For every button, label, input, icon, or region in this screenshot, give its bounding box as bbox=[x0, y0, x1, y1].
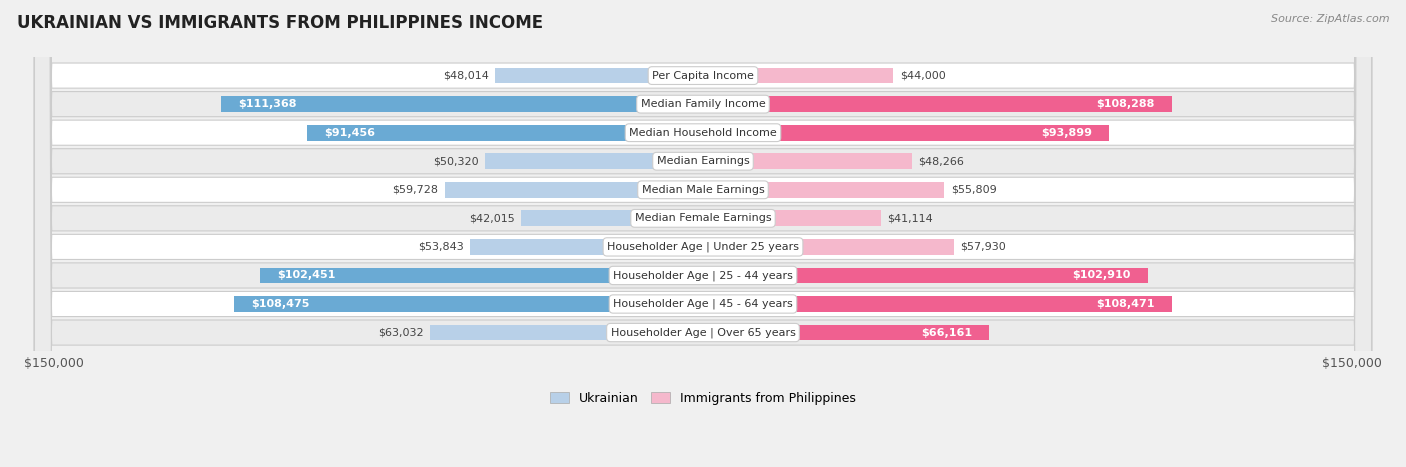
Text: $41,114: $41,114 bbox=[887, 213, 934, 223]
Text: $57,930: $57,930 bbox=[960, 242, 1005, 252]
Text: Median Earnings: Median Earnings bbox=[657, 156, 749, 166]
Text: Householder Age | 45 - 64 years: Householder Age | 45 - 64 years bbox=[613, 299, 793, 309]
Text: $108,288: $108,288 bbox=[1095, 99, 1154, 109]
Text: UKRAINIAN VS IMMIGRANTS FROM PHILIPPINES INCOME: UKRAINIAN VS IMMIGRANTS FROM PHILIPPINES… bbox=[17, 14, 543, 32]
Text: $102,451: $102,451 bbox=[277, 270, 336, 281]
Text: $93,899: $93,899 bbox=[1040, 127, 1092, 138]
Text: $66,161: $66,161 bbox=[921, 327, 972, 338]
Text: Median Family Income: Median Family Income bbox=[641, 99, 765, 109]
Text: $44,000: $44,000 bbox=[900, 71, 946, 81]
Text: Source: ZipAtlas.com: Source: ZipAtlas.com bbox=[1271, 14, 1389, 24]
Text: Median Household Income: Median Household Income bbox=[628, 127, 778, 138]
Bar bbox=[703, 68, 893, 84]
Text: $59,728: $59,728 bbox=[392, 185, 439, 195]
Text: $53,843: $53,843 bbox=[418, 242, 464, 252]
Text: Householder Age | Under 25 years: Householder Age | Under 25 years bbox=[607, 241, 799, 252]
Bar bbox=[522, 211, 703, 226]
FancyBboxPatch shape bbox=[35, 0, 1371, 467]
Bar bbox=[485, 153, 703, 169]
Bar bbox=[470, 239, 703, 255]
Text: Median Male Earnings: Median Male Earnings bbox=[641, 185, 765, 195]
Text: Median Female Earnings: Median Female Earnings bbox=[634, 213, 772, 223]
Text: $108,471: $108,471 bbox=[1097, 299, 1156, 309]
Text: $111,368: $111,368 bbox=[239, 99, 297, 109]
Bar bbox=[221, 96, 703, 112]
Bar bbox=[703, 268, 1149, 283]
Text: $48,014: $48,014 bbox=[443, 71, 489, 81]
Text: $50,320: $50,320 bbox=[433, 156, 479, 166]
FancyBboxPatch shape bbox=[35, 0, 1371, 467]
Bar bbox=[495, 68, 703, 84]
Text: $102,910: $102,910 bbox=[1073, 270, 1130, 281]
Bar bbox=[703, 325, 990, 340]
FancyBboxPatch shape bbox=[35, 0, 1371, 467]
Text: Per Capita Income: Per Capita Income bbox=[652, 71, 754, 81]
Bar bbox=[703, 211, 882, 226]
Text: $42,015: $42,015 bbox=[470, 213, 515, 223]
Bar bbox=[308, 125, 703, 141]
FancyBboxPatch shape bbox=[35, 0, 1371, 467]
Text: $63,032: $63,032 bbox=[378, 327, 423, 338]
Legend: Ukrainian, Immigrants from Philippines: Ukrainian, Immigrants from Philippines bbox=[546, 387, 860, 410]
FancyBboxPatch shape bbox=[35, 0, 1371, 467]
Bar bbox=[703, 296, 1173, 312]
Bar bbox=[430, 325, 703, 340]
Bar bbox=[703, 153, 912, 169]
FancyBboxPatch shape bbox=[35, 0, 1371, 467]
FancyBboxPatch shape bbox=[35, 0, 1371, 467]
Text: $91,456: $91,456 bbox=[325, 127, 375, 138]
Bar bbox=[260, 268, 703, 283]
Bar bbox=[703, 96, 1171, 112]
Text: Householder Age | Over 65 years: Householder Age | Over 65 years bbox=[610, 327, 796, 338]
FancyBboxPatch shape bbox=[35, 0, 1371, 467]
FancyBboxPatch shape bbox=[35, 0, 1371, 467]
FancyBboxPatch shape bbox=[35, 0, 1371, 467]
Text: $108,475: $108,475 bbox=[250, 299, 309, 309]
Bar bbox=[703, 239, 953, 255]
Text: $48,266: $48,266 bbox=[918, 156, 965, 166]
Text: $55,809: $55,809 bbox=[950, 185, 997, 195]
Bar bbox=[703, 182, 945, 198]
Bar bbox=[233, 296, 703, 312]
Bar bbox=[444, 182, 703, 198]
Text: Householder Age | 25 - 44 years: Householder Age | 25 - 44 years bbox=[613, 270, 793, 281]
Bar bbox=[703, 125, 1109, 141]
